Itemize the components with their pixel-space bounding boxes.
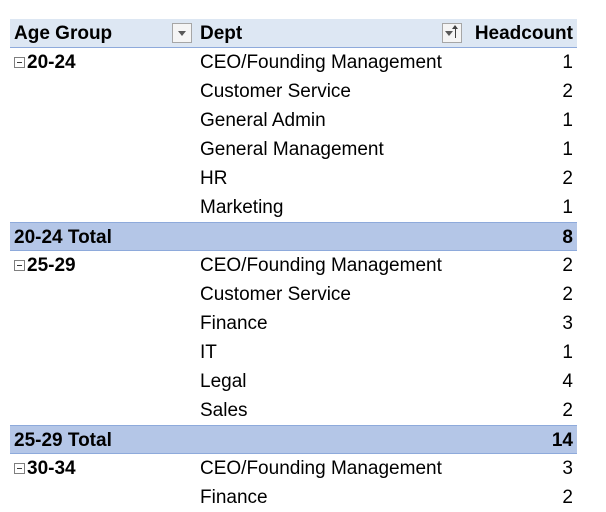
header-headcount[interactable]: Headcount <box>474 23 573 44</box>
dept-cell[interactable]: General Management <box>200 139 384 160</box>
dept-cell[interactable]: Customer Service <box>200 81 351 102</box>
group-30-34[interactable]: 30-34 <box>14 454 76 483</box>
dept-cell[interactable]: Sales <box>200 400 248 421</box>
dept-cell[interactable]: CEO/Founding Management <box>200 52 442 73</box>
headcount-cell[interactable]: 2 <box>562 284 573 305</box>
table-row: General Management 1 <box>10 135 577 164</box>
dept-cell[interactable]: CEO/Founding Management <box>200 255 442 276</box>
headcount-cell[interactable]: 2 <box>562 255 573 276</box>
table-row: Customer Service 2 <box>10 280 577 309</box>
subtotal-row: 25-29 Total 14 <box>10 425 577 454</box>
dept-cell[interactable]: Customer Service <box>200 284 351 305</box>
headcount-cell[interactable]: 3 <box>562 458 573 479</box>
header-age-group[interactable]: Age Group <box>14 23 113 44</box>
headcount-cell[interactable]: 1 <box>562 342 573 363</box>
collapse-minus-icon[interactable] <box>14 57 25 68</box>
headcount-cell[interactable]: 2 <box>562 81 573 102</box>
table-row: General Admin 1 <box>10 106 577 135</box>
dept-cell[interactable]: General Admin <box>200 110 326 131</box>
table-row: Marketing 1 <box>10 193 577 222</box>
table-row: 25-29 CEO/Founding Management 2 <box>10 251 577 280</box>
table-row: 30-34 CEO/Founding Management 3 <box>10 454 577 483</box>
dept-cell[interactable]: HR <box>200 168 228 189</box>
pivot-table: Age Group Dept Headcount 20-24 CEO/Found… <box>10 19 577 512</box>
table-row: Legal 4 <box>10 367 577 396</box>
table-row: IT 1 <box>10 338 577 367</box>
table-row: Sales 2 <box>10 396 577 425</box>
dept-cell[interactable]: Marketing <box>200 197 284 218</box>
subtotal-value[interactable]: 14 <box>551 430 573 451</box>
table-row: 20-24 CEO/Founding Management 1 <box>10 48 577 77</box>
headcount-cell[interactable]: 2 <box>562 400 573 421</box>
headcount-cell[interactable]: 4 <box>562 371 573 392</box>
table-row: Finance 3 <box>10 309 577 338</box>
headcount-cell[interactable]: 1 <box>562 52 573 73</box>
dept-cell[interactable]: Finance <box>200 313 268 334</box>
age-group-filter-dropdown-icon[interactable] <box>172 23 192 43</box>
headcount-cell[interactable]: 1 <box>562 197 573 218</box>
group-label: 30-34 <box>27 458 76 479</box>
group-20-24[interactable]: 20-24 <box>14 48 76 77</box>
table-row: Customer Service 2 <box>10 77 577 106</box>
headcount-cell[interactable]: 3 <box>562 313 573 334</box>
subtotal-label[interactable]: 25-29 Total <box>14 430 112 451</box>
headcount-cell[interactable]: 2 <box>562 168 573 189</box>
headcount-cell[interactable]: 2 <box>562 487 573 508</box>
headcount-cell[interactable]: 1 <box>562 110 573 131</box>
table-row: Finance 2 <box>10 483 577 512</box>
subtotal-value[interactable]: 8 <box>562 227 573 248</box>
headcount-cell[interactable]: 1 <box>562 139 573 160</box>
table-row: HR 2 <box>10 164 577 193</box>
dept-cell[interactable]: CEO/Founding Management <box>200 458 442 479</box>
header-dept[interactable]: Dept <box>200 23 243 44</box>
subtotal-label[interactable]: 20-24 Total <box>14 227 112 248</box>
pivot-header-row: Age Group Dept Headcount <box>10 19 577 48</box>
subtotal-row: 20-24 Total 8 <box>10 222 577 251</box>
dept-cell[interactable]: Legal <box>200 371 247 392</box>
dept-filter-sort-icon[interactable] <box>442 23 462 43</box>
dept-cell[interactable]: Finance <box>200 487 268 508</box>
collapse-minus-icon[interactable] <box>14 260 25 271</box>
group-label: 20-24 <box>27 52 76 73</box>
collapse-minus-icon[interactable] <box>14 463 25 474</box>
dept-cell[interactable]: IT <box>200 342 217 363</box>
group-label: 25-29 <box>27 255 76 276</box>
group-25-29[interactable]: 25-29 <box>14 251 76 280</box>
